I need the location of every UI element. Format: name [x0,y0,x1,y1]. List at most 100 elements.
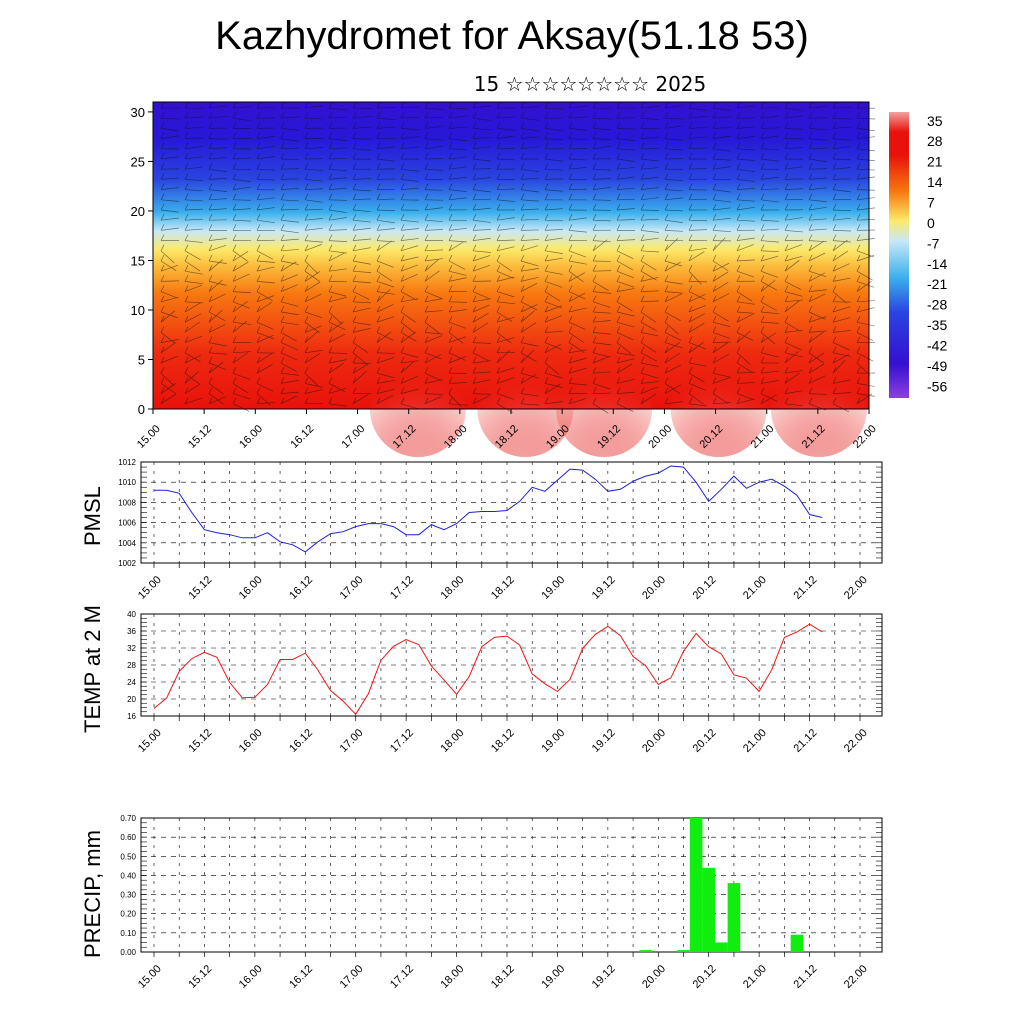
temp-x-tick-label: 17.12 [388,727,416,755]
temp-y-tick-label: 32 [127,644,136,653]
colorbar-label: 7 [927,194,935,210]
pmsl-x-tick-label: 15.00 [136,574,164,602]
precip-x-tick-label: 21.12 [791,963,819,991]
pmsl-y-tick-label: 1002 [118,559,136,568]
colorbar: 35 28 21 14 7 0 -7 -14 -21 -28 -35 -42 -49 -56 [889,112,947,398]
y-tick-label-0: 0 [138,402,145,417]
precip-x-tick-label: 17.12 [388,963,416,991]
pmsl-x-tick-label: 21.00 [741,574,769,602]
y-tick-label-30: 30 [131,105,145,120]
x-tick-label: 20.00 [646,423,674,451]
precip-y-tick-label: 0.20 [120,910,136,919]
y-tick-label-5: 5 [138,352,145,367]
temp-x-tick-label: 18.12 [489,727,517,755]
temp-y-tick-label: 40 [127,610,136,619]
temp-x-tick-label: 21.00 [741,727,769,755]
temp-y-tick-label: 28 [127,661,136,670]
precip-y-tick-label: 0.00 [120,948,136,957]
colorbar-label: -49 [927,358,947,374]
precip-x-tick-label: 15.00 [136,963,164,991]
precip-bar [702,867,716,952]
precip-y-tick-label: 0.30 [120,891,136,900]
wind-barbs [160,101,876,414]
pmsl-y-tick-label: 1004 [118,539,136,548]
precip-x-tick-label: 18.12 [489,963,517,991]
pmsl-x-tick-label: 16.12 [287,574,315,602]
precip-x-tick-label: 16.12 [287,963,315,991]
colorbar-label: -35 [927,317,947,333]
x-tick-label: 17.00 [339,423,367,451]
temp-y-tick-label: 36 [127,627,136,636]
pmsl-x-tick-label: 19.12 [590,574,618,602]
precip-x-tick-label: 19.00 [539,963,567,991]
pmsl-x-tick-label: 15.12 [186,574,214,602]
precip-x-tick-label: 19.12 [590,963,618,991]
colorbar-label: 14 [927,174,943,190]
colorbar-label: 21 [927,154,943,170]
temp-x-tick-label: 19.00 [539,727,567,755]
temp-y-tick-label: 20 [127,695,136,704]
temp-x-tick-label: 20.12 [691,727,719,755]
precip-bar [677,950,690,952]
colorbar-label: -56 [927,378,947,394]
y-tick-label-10: 10 [131,303,145,318]
pmsl-x-tick-label: 17.00 [338,574,366,602]
temp-x-tick-label: 15.00 [136,727,164,755]
precip-x-tick-label: 20.12 [691,963,719,991]
precip-bar [727,883,741,952]
pmsl-x-tick-label: 17.12 [388,574,416,602]
precip-panel: 0.00 0.10 0.20 0.30 0.40 0.50 0.60 0.70 15.00 15.… [120,814,883,991]
pmsl-x-tick-label: 21.12 [791,574,819,602]
pmsl-x-tick-label: 20.00 [640,574,668,602]
pmsl-frame [140,461,883,564]
precip-x-tick-label: 21.00 [741,963,769,991]
pmsl-x-tick-label: 20.12 [691,574,719,602]
precip-bar [790,934,804,952]
precip-y-tick-label: 0.70 [120,814,136,823]
colorbar-label: 0 [927,215,935,231]
colorbar-label: -14 [927,256,947,272]
precip-frame [140,817,883,953]
x-tick-label: 16.12 [288,423,316,451]
pmsl-panel: 1002 1004 1006 1008 1010 1012 15.00 15.12 16.00 1… [118,458,883,602]
colorbar-gradient [889,112,909,398]
pmsl-y-tick-label: 1010 [118,478,136,487]
precip-x-tick-label: 15.12 [186,963,214,991]
precip-y-tick-label: 0.50 [120,852,136,861]
page-subtitle: 15 ☆☆☆☆☆☆☆☆ 2025 [473,72,707,96]
pmsl-x-tick-label: 18.12 [489,574,517,602]
temp-x-tick-label: 15.12 [186,727,214,755]
colorbar-label: -7 [927,235,940,251]
precip-bar [639,950,652,952]
y-tick-label-15: 15 [131,253,145,268]
colorbar-label: -21 [927,276,947,292]
pmsl-x-tick-label: 19.00 [539,574,567,602]
temp-x-tick-label: 20.00 [640,727,668,755]
page-title: Kazhydromet for Aksay(51.18 53) [215,14,809,58]
temp-panel: 16 20 24 28 32 36 40 15.00 15.12 16.00 16.12 17.00 1… [127,610,883,755]
pmsl-x-tick-label: 16.00 [237,574,265,602]
temp-y-tick-label: 24 [127,678,136,687]
precip-y-tick-label: 0.40 [120,871,136,880]
x-tick-label: 15.12 [186,423,214,451]
precip-y-tick-label: 0.10 [120,929,136,938]
y-tick-label-20: 20 [131,204,145,219]
y-tick-label-25: 25 [131,154,145,169]
temp-x-tick-label: 19.12 [590,727,618,755]
heatmap-field [153,102,869,409]
temp-x-tick-label: 16.12 [287,727,315,755]
pmsl-y-tick-label: 1008 [118,498,136,507]
temp-x-tick-label: 17.00 [338,727,366,755]
colorbar-label: 28 [927,133,943,149]
precip-x-tick-label: 17.00 [338,963,366,991]
x-tick-label: 15.00 [135,423,163,451]
temp-x-tick-label: 21.12 [791,727,819,755]
temp-x-tick-label: 22.00 [842,727,870,755]
temp-x-tick-label: 18.00 [438,727,466,755]
precip-x-tick-label: 22.00 [842,963,870,991]
colorbar-label: 35 [927,113,943,129]
precip-x-tick-label: 20.00 [640,963,668,991]
temp-x-tick-label: 16.00 [237,727,265,755]
